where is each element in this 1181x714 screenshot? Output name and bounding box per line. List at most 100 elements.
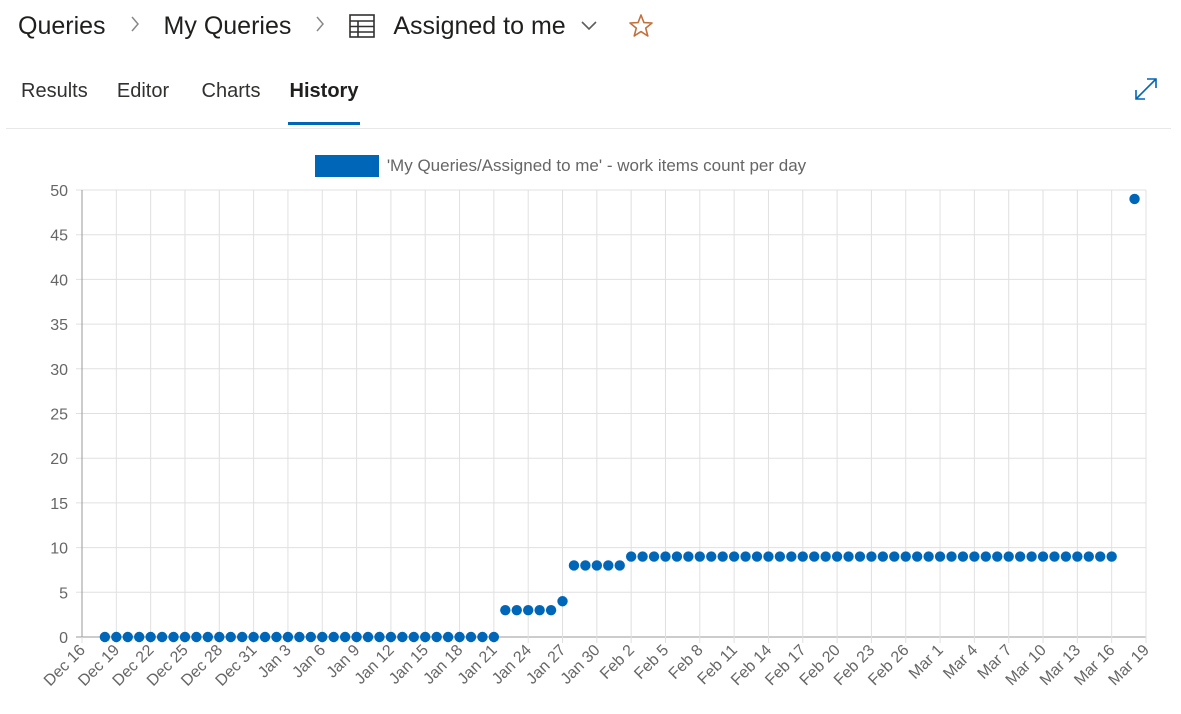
table-grid-icon [349,14,376,38]
tab-history[interactable]: History [288,60,360,125]
data-point [728,551,740,562]
data-point [740,551,751,562]
data-point [614,560,625,571]
data-point [900,551,911,562]
data-point [99,631,111,643]
data-point [683,551,694,562]
data-point [648,551,660,562]
tab-results[interactable]: Results [21,80,88,102]
data-point [1060,551,1072,562]
data-point [820,551,831,562]
data-point [214,631,225,643]
x-tick-label: Feb 2 [597,642,638,683]
x-tick-label: Feb 5 [631,642,672,683]
x-tick-label: Jan 30 [558,642,604,688]
data-point [465,631,477,643]
tab-editor[interactable]: Editor [116,80,170,102]
data-point [191,631,202,643]
y-tick-label: 0 [59,630,68,647]
data-point [351,631,362,643]
breadcrumb-query-name[interactable]: Assigned to me [393,11,566,40]
tab-charts[interactable]: Charts [201,80,261,102]
star-outline-icon[interactable] [628,13,654,39]
data-point [534,604,545,616]
chart-legend: 'My Queries/Assigned to me' - work items… [0,153,1181,179]
data-point [671,551,683,562]
data-point [706,551,717,562]
data-point [877,551,889,562]
data-point [134,631,145,643]
x-tick-label: Mar 1 [906,642,947,683]
data-point [511,604,522,616]
data-point [1106,551,1117,562]
breadcrumb-queries[interactable]: Queries [18,11,106,40]
data-point [442,631,454,643]
data-point [625,551,637,562]
y-tick-label: 15 [50,496,68,513]
data-point [145,631,156,643]
data-point [786,551,797,562]
data-point [866,551,877,562]
x-tick-label: Jan 3 [255,642,295,682]
data-point [545,604,557,616]
y-tick-label: 35 [50,317,68,334]
data-point [934,551,946,562]
data-point [1095,551,1106,562]
data-point [1037,551,1049,562]
breadcrumb: Queries My Queries Assigned to me [18,4,654,48]
data-point [500,604,511,616]
data-point [111,631,122,643]
data-point [1072,551,1083,562]
breadcrumb-my-queries[interactable]: My Queries [163,11,292,40]
y-tick-label: 25 [50,407,68,424]
data-point [557,596,568,607]
data-point [1014,551,1026,562]
data-point [420,631,431,643]
data-point [431,631,442,643]
data-point [694,551,706,562]
data-point [328,631,339,643]
x-tick-label: Mar 4 [940,642,981,683]
data-point [843,551,854,562]
y-tick-label: 50 [50,183,68,200]
chevron-down-icon[interactable] [580,20,598,32]
data-point [1083,551,1094,562]
data-point [809,551,820,562]
data-point [717,551,728,562]
y-tick-label: 20 [50,451,68,468]
data-point [248,631,259,643]
data-point [122,631,133,643]
data-point [1129,193,1140,205]
data-point [156,631,168,643]
data-point [271,631,282,643]
data-point [889,551,900,562]
chevron-right-icon [315,15,325,38]
legend-label: 'My Queries/Assigned to me' - work items… [386,156,807,175]
data-point [179,631,191,643]
data-point [488,631,500,643]
data-point [831,551,843,562]
expand-diagonal-icon[interactable] [1133,76,1159,102]
data-point [522,604,534,616]
data-point [660,551,671,562]
legend-swatch [314,155,379,177]
data-point [797,551,808,562]
data-point [1049,551,1060,562]
data-point [477,631,488,643]
data-point [305,631,317,643]
chevron-right-icon [130,15,140,38]
data-point [580,560,591,571]
data-point [774,551,786,562]
data-point [362,631,374,643]
x-tick-label: Jan 6 [289,642,329,682]
y-tick-label: 5 [59,585,68,602]
data-point [854,551,866,562]
data-point [637,551,648,562]
data-point [923,551,934,562]
y-tick-label: 40 [50,272,68,289]
data-point [385,631,397,643]
data-point [168,631,179,643]
data-point [1026,551,1037,562]
data-point [946,551,957,562]
data-point [259,631,271,643]
